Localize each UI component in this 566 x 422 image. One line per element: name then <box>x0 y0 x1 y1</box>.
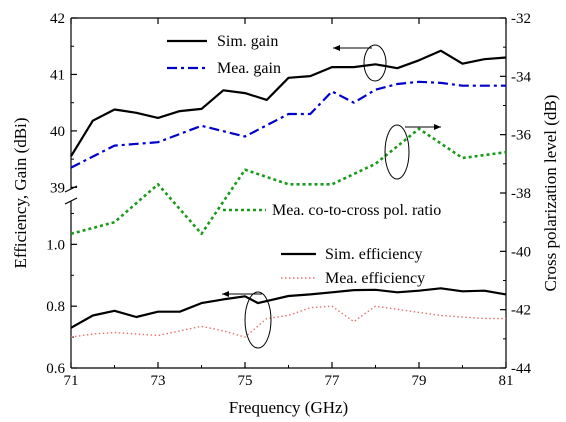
efficiency-tick-label: 1.0 <box>46 237 65 253</box>
right-tick-label: -32 <box>511 11 531 27</box>
efficiency-annotation-ellipse <box>244 291 272 349</box>
left-axis-title: Efficiency, Gain (dBi) <box>11 117 30 268</box>
series-line-1 <box>70 80 506 169</box>
legend-label-4: Mea. efficiency <box>325 270 425 287</box>
x-tick-label: 73 <box>151 373 166 389</box>
series-line-3 <box>70 287 507 329</box>
efficiency-tick-label: 0.8 <box>46 299 65 315</box>
right-tick-label: -44 <box>511 361 531 377</box>
legend-label-1: Mea. gain <box>217 60 281 77</box>
axis-break-mark <box>64 197 78 205</box>
pol-ratio-annotation-ellipse <box>384 124 410 180</box>
gain-tick-label: 39 <box>50 180 65 196</box>
x-tick-label: 81 <box>499 373 514 389</box>
series-line-2 <box>70 127 507 236</box>
series-line-4 <box>70 305 506 338</box>
legend-label-0: Sim. gain <box>217 33 278 50</box>
x-tick-label: 77 <box>325 373 341 389</box>
legend-label-2: Mea. co-to-cross pol. ratio <box>272 202 441 219</box>
annotation-layer <box>222 44 441 349</box>
x-tick-label: 75 <box>238 373 253 389</box>
gain-arrow-left-head <box>333 45 340 51</box>
efficiency-tick-label: 0.6 <box>46 361 65 377</box>
x-axis-title: Frequency (GHz) <box>229 398 348 417</box>
pol-ratio-arrow-right-head <box>434 124 441 130</box>
right-tick-label: -38 <box>511 186 531 202</box>
gain-tick-label: 41 <box>50 67 65 83</box>
gain-tick-label: 42 <box>50 11 65 27</box>
series-layer <box>70 49 507 338</box>
right-tick-label: -40 <box>511 244 531 260</box>
axes-layer: 71 73 75 77 79 81 39 40 41 42 0.6 0.8 1.0 -32 -34 -36 -3… <box>11 11 560 417</box>
gain-annotation-ellipse <box>363 44 387 82</box>
right-axis-title: Cross polarization level (dB) <box>541 95 560 292</box>
legend-layer: Sim. gain Mea. gain Mea. co-to-cross pol. … <box>167 33 441 287</box>
x-tick-label: 79 <box>412 373 427 389</box>
series-line-0 <box>70 49 507 157</box>
x-tick-label: 71 <box>64 373 79 389</box>
right-tick-label: -36 <box>511 128 531 144</box>
efficiency-arrow-left-head <box>222 291 229 297</box>
legend-label-3: Sim. efficiency <box>325 246 422 263</box>
gain-tick-label: 40 <box>50 124 65 140</box>
right-tick-label: -34 <box>511 69 531 85</box>
right-tick-label: -42 <box>511 303 531 319</box>
